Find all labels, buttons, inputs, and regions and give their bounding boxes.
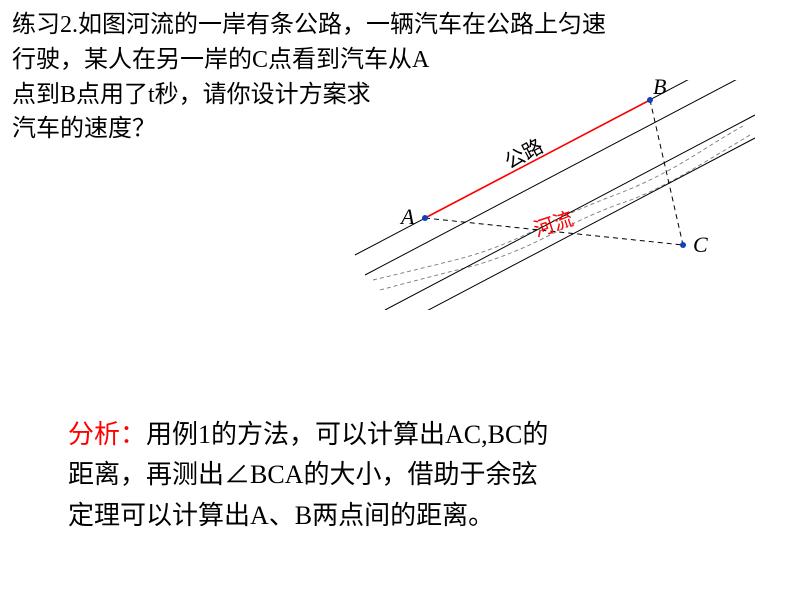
label-c: C — [693, 232, 708, 258]
bank-line-top2 — [365, 80, 745, 275]
label-a: A — [401, 204, 414, 230]
analysis-line3: 定理可以计算出A、B两点间的距离。 — [68, 496, 548, 536]
problem-line1: 练习2.如图河流的一岸有条公路，一辆汽车在公路上匀速 — [12, 8, 606, 43]
analysis-line2: 距离，再测出∠BCA的大小，借助于余弦 — [68, 455, 548, 495]
line-bc — [650, 100, 683, 245]
diagram: A B C 公路 河流 — [325, 80, 755, 310]
bank-line-bot2 — [400, 138, 755, 310]
point-a — [422, 215, 428, 221]
analysis-line1: 分析：用例1的方法，可以计算出AC,BC的 — [68, 415, 548, 455]
point-c — [680, 242, 686, 248]
problem-line2: 行驶，某人在另一岸的C点看到汽车从A — [12, 43, 606, 78]
analysis-body1: 用例1的方法，可以计算出AC,BC的 — [146, 420, 548, 449]
label-b: B — [653, 74, 666, 100]
analysis-label: 分析： — [68, 420, 146, 449]
diagram-svg — [325, 80, 755, 310]
analysis-block: 分析：用例1的方法，可以计算出AC,BC的 距离，再测出∠BCA的大小，借助于余… — [68, 415, 548, 536]
